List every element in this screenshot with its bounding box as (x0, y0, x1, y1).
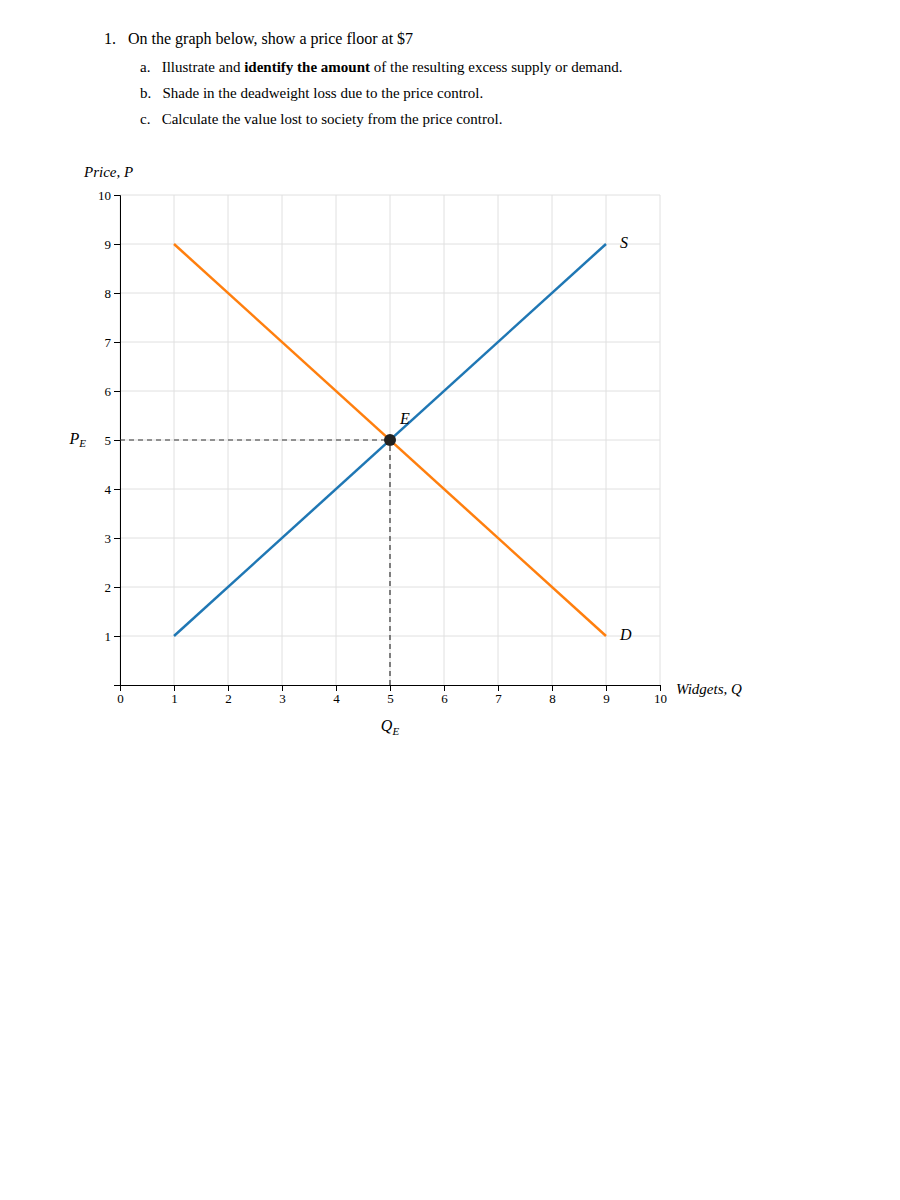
guide-line-vertical (389, 440, 390, 685)
tick: 2 (225, 685, 232, 706)
annotation-main: P (68, 430, 79, 447)
tick-label: 2 (105, 580, 112, 595)
annotation: PE (68, 430, 86, 449)
tick: 4 (333, 685, 340, 706)
tick-label: 8 (549, 691, 556, 706)
tick-label: 0 (117, 691, 124, 706)
tick-label: 10 (98, 188, 111, 203)
tick-mark (114, 244, 120, 245)
tick-mark (114, 636, 120, 637)
grid-line-y (120, 342, 660, 343)
tick: 4 (105, 482, 121, 497)
chart: 1. On the graph below, show a price floo… (0, 0, 900, 1200)
tick-mark (114, 587, 120, 588)
annotation-main: Q (381, 717, 393, 734)
x-axis: 0 1 2 3 4 5 6 7 8 9 10 (117, 685, 667, 706)
tick: 0 (117, 685, 124, 706)
tick-label: 1 (171, 691, 178, 706)
tick-mark (444, 685, 445, 691)
tick-mark (552, 685, 553, 691)
tick: 8 (549, 685, 556, 706)
annotation-subscript: E (391, 725, 399, 737)
tick: 7 (105, 335, 121, 350)
annotation: QE (381, 717, 400, 737)
tick: 6 (441, 685, 448, 706)
subtitle: c. Calculate the value lost to society f… (140, 111, 502, 127)
grid-line-y (120, 293, 660, 294)
subtitle: a. Illustrate and identify the amount of… (140, 59, 622, 75)
y-axis: 1 2 3 4 5 6 7 8 9 10 (98, 188, 121, 686)
grid-line-y (120, 489, 660, 490)
tick: 10 (98, 188, 120, 203)
tick: 1 (171, 685, 178, 706)
tick-mark (114, 489, 120, 490)
tick-mark (114, 538, 120, 539)
tick-mark (390, 685, 391, 691)
y-axis-line (114, 196, 121, 686)
y-axis-title: Price, P (83, 164, 133, 180)
tick-label: 9 (105, 237, 112, 252)
grid (120, 195, 660, 685)
tick: 7 (495, 685, 502, 706)
tick-mark (114, 195, 120, 196)
tick: 5 (387, 685, 394, 706)
tick: 10 (654, 685, 667, 706)
subtitle-part: identify the amount (244, 59, 370, 75)
tick-mark (336, 685, 337, 691)
tick-label: 5 (387, 691, 394, 706)
tick-mark (174, 685, 175, 691)
annotation-subscript: E (78, 437, 86, 449)
tick-label: 4 (105, 482, 112, 497)
tick-label: 6 (105, 384, 112, 399)
tick: 2 (105, 580, 121, 595)
tick: 8 (105, 286, 121, 301)
tick-label: 9 (603, 691, 610, 706)
tick-label: 6 (441, 691, 448, 706)
tick: 3 (105, 531, 121, 546)
point (384, 434, 396, 446)
subtitle-part: a. Illustrate and (140, 59, 244, 75)
tick-mark (228, 685, 229, 691)
subtitle: b. Shade in the deadweight loss due to t… (140, 85, 483, 101)
curve-label: D (619, 626, 632, 643)
x-axis-title: Widgets, Q (676, 681, 742, 697)
tick: 9 (105, 237, 121, 252)
tick-mark (282, 685, 283, 691)
tick-mark (606, 685, 607, 691)
tick-label: 5 (105, 433, 112, 448)
tick-mark (114, 342, 120, 343)
plot-area (120, 244, 606, 685)
tick-label: 10 (654, 691, 667, 706)
tick-label: 8 (105, 286, 112, 301)
x-axis-line (121, 686, 661, 692)
title: 1. On the graph below, show a price floo… (104, 30, 413, 48)
tick-label: 4 (333, 691, 340, 706)
tick-mark (114, 391, 120, 392)
grid-line-y (120, 391, 660, 392)
tick-label: 3 (279, 691, 286, 706)
grid-line-y (120, 587, 660, 588)
tick: 1 (105, 629, 121, 644)
tick: 9 (603, 685, 610, 706)
grid-line-y (120, 195, 660, 196)
tick-label: 7 (105, 335, 112, 350)
tick: 6 (105, 384, 121, 399)
tick-label: 1 (105, 629, 112, 644)
tick-mark (660, 685, 661, 691)
labels: SDEPEQE (68, 234, 632, 737)
point-label: E (399, 410, 410, 427)
tick-mark (114, 293, 120, 294)
tick-label: 3 (105, 531, 112, 546)
tick-label: 2 (225, 691, 232, 706)
curve-label: S (620, 234, 628, 251)
guide-line-horizontal (120, 439, 390, 440)
tick-label: 7 (495, 691, 502, 706)
tick: 3 (279, 685, 286, 706)
tick: 5 (105, 433, 121, 448)
tick-mark (114, 440, 120, 441)
grid-line-y (120, 244, 660, 245)
tick-mark (498, 685, 499, 691)
subtitle-part: of the resulting excess supply or demand… (370, 59, 622, 75)
